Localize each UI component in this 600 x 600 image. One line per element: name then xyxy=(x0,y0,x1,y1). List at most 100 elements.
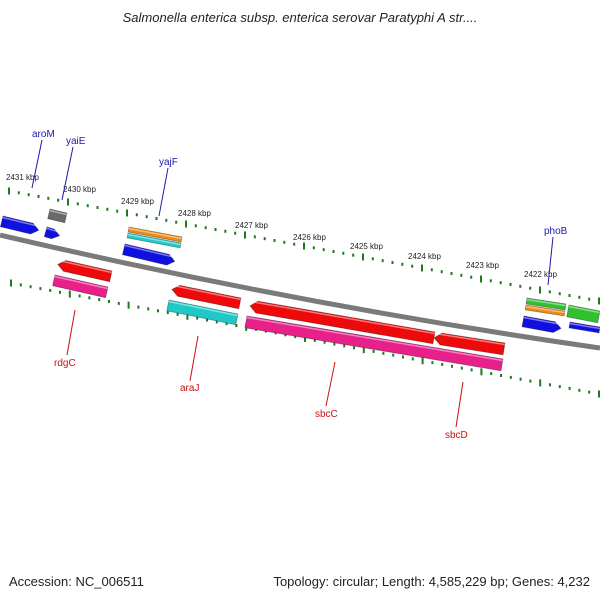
upper-tick-mark xyxy=(558,292,561,296)
gene-leader-rdgC xyxy=(66,309,76,356)
gene-label-phoB[interactable]: phoB xyxy=(544,226,568,237)
upper-tick-mark xyxy=(234,231,237,235)
gene-arrow-gray-body xyxy=(47,208,68,224)
gene-bar-araJ[interactable] xyxy=(166,299,239,326)
lower-tick-mark xyxy=(108,300,110,303)
upper-tick-mark xyxy=(253,235,256,239)
lower-tick-mark xyxy=(215,320,218,324)
upper-tick-mark xyxy=(17,191,20,195)
lower-tick-mark xyxy=(529,379,532,383)
gene-arrow-araJ-body xyxy=(171,284,242,310)
upper-tick-mark xyxy=(371,257,374,261)
tick-label: 2424 kbp xyxy=(408,252,441,261)
gene-label-sbcD[interactable]: sbcD xyxy=(445,430,468,441)
lower-tick-mark xyxy=(78,294,81,298)
gene-arrow-yajF[interactable] xyxy=(122,243,176,266)
gene-label-yajF[interactable]: yajF xyxy=(159,157,178,168)
upper-tick-mark xyxy=(391,261,394,264)
gene-bar-orange-body xyxy=(127,226,183,243)
upper-tick-mark xyxy=(204,226,207,230)
gene-bar-green-edge-body xyxy=(566,304,600,324)
upper-tick-mark xyxy=(480,275,482,283)
lower-tick-mark xyxy=(333,342,336,346)
gene-label-rdgC[interactable]: rdgC xyxy=(54,358,76,369)
upper-tick-mark xyxy=(312,246,315,250)
lower-tick-mark xyxy=(362,346,365,354)
lower-tick-mark xyxy=(88,296,91,300)
gene-leader-phoB xyxy=(547,236,554,286)
gene-leader-sbcC xyxy=(325,361,336,407)
upper-tick-mark xyxy=(116,209,119,213)
gene-bar-green-left[interactable] xyxy=(525,297,567,311)
gene-label-araJ[interactable]: araJ xyxy=(180,383,199,394)
tick-label: 2427 kbp xyxy=(235,221,268,230)
lower-tick-mark xyxy=(49,288,52,292)
gene-bar-orange-right[interactable] xyxy=(524,304,566,317)
lower-tick-mark xyxy=(558,385,561,389)
lower-tick-mark xyxy=(470,368,473,372)
gene-label-aroM[interactable]: aroM xyxy=(32,129,55,140)
upper-tick-mark xyxy=(509,283,512,286)
lower-tick-mark xyxy=(421,357,424,365)
gene-bar-cyan[interactable] xyxy=(126,232,182,249)
upper-tick-mark xyxy=(381,259,384,263)
tick-label: 2426 kbp xyxy=(293,233,326,242)
gene-leader-yajF xyxy=(158,167,169,217)
upper-tick-mark xyxy=(283,240,286,244)
lower-tick-mark xyxy=(382,351,385,355)
gene-arrow-sbcC-body xyxy=(249,300,436,345)
upper-tick-mark xyxy=(224,229,227,233)
gene-bar-rdgC-body xyxy=(52,274,109,299)
tick-label-layer: 2431 kbp 2430 kbp 2429 kbp 2428 kbp 2427 kbp… xyxy=(6,173,557,279)
upper-tick-mark xyxy=(67,198,69,206)
lower-tick-mark xyxy=(235,324,238,328)
gene-arrow-gray[interactable] xyxy=(47,208,68,224)
upper-tick-mark xyxy=(322,248,325,252)
gene-bar-orange-right-highlight xyxy=(525,305,565,314)
upper-tick-track xyxy=(8,187,600,305)
gene-bar-sbcC[interactable] xyxy=(244,315,504,372)
gene-arrow-rdgC[interactable] xyxy=(57,259,113,283)
map-title: Salmonella enterica subsp. enterica sero… xyxy=(122,10,478,25)
upper-tick-mark xyxy=(57,198,60,202)
gene-label-sbcC[interactable]: sbcC xyxy=(315,409,338,420)
lower-tick-mark xyxy=(431,361,434,365)
upper-tick-mark xyxy=(194,224,197,228)
gene-bar-green-edge[interactable] xyxy=(566,304,600,324)
gene-bar-blue-edge-highlight xyxy=(569,322,600,330)
gene-arrow-phoB-body xyxy=(521,315,562,333)
gene-arrow-phoB[interactable] xyxy=(521,315,562,333)
gene-leader-aroM xyxy=(31,139,43,189)
upper-tick-mark xyxy=(165,218,168,222)
gene-bar-blue-edge-body xyxy=(568,321,600,334)
upper-tick-mark xyxy=(263,237,266,241)
lower-tick-mark xyxy=(147,307,150,311)
tick-label: 2425 kbp xyxy=(350,242,383,251)
upper-tick-mark xyxy=(185,220,187,228)
gene-bar-rdgC[interactable] xyxy=(52,274,109,299)
lower-tick-mark xyxy=(304,335,306,342)
upper-tick-mark xyxy=(470,275,473,279)
gene-arrow-yaiE[interactable] xyxy=(43,226,61,240)
upper-tick-mark xyxy=(27,193,30,197)
gene-bar-araJ-highlight xyxy=(168,300,238,317)
gene-bar-blue-edge[interactable] xyxy=(568,321,600,334)
gene-arrow-sbcC[interactable] xyxy=(249,300,436,345)
gene-arrow-aroM[interactable] xyxy=(0,215,40,235)
gene-bar-orange[interactable] xyxy=(127,226,183,243)
gene-arrow-phoB-highlight xyxy=(523,316,562,326)
lower-tick-mark xyxy=(539,379,542,387)
lower-tick-mark xyxy=(98,298,101,302)
upper-tick-mark xyxy=(519,284,522,288)
upper-tick-mark xyxy=(499,281,502,285)
gene-arrow-araJ[interactable] xyxy=(171,284,242,310)
gene-arrow-sbcD[interactable] xyxy=(433,332,506,356)
feature-layer xyxy=(0,208,600,372)
lower-tick-mark xyxy=(313,338,316,342)
gene-label-yaiE[interactable]: yaiE xyxy=(66,136,86,147)
upper-tick-mark xyxy=(450,272,453,275)
lower-tick-mark xyxy=(59,290,61,294)
upper-tick-mark xyxy=(489,279,492,283)
upper-tick-mark xyxy=(539,286,541,294)
